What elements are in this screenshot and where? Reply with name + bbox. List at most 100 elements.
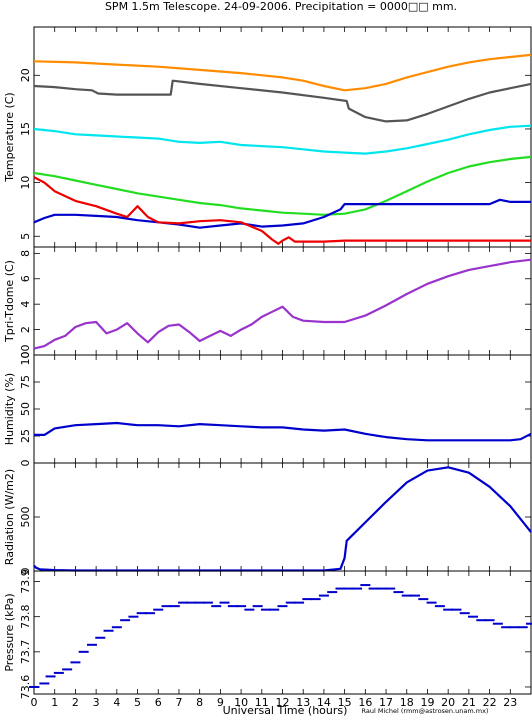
data-point — [443, 608, 454, 611]
y-tick-label: 5 — [19, 233, 32, 240]
data-point — [70, 661, 81, 664]
x-tick-label: 22 — [483, 696, 497, 709]
y-tick-label: 73.6 — [19, 675, 32, 700]
x-tick-label: 13 — [296, 696, 310, 709]
data-point — [376, 587, 387, 590]
data-point — [459, 612, 470, 615]
data-point — [169, 605, 180, 608]
data-point — [368, 587, 379, 590]
series-line-red — [33, 176, 531, 245]
series-line-blue — [33, 466, 532, 572]
x-tick-label: 19 — [420, 696, 434, 709]
x-tick-label: 18 — [400, 696, 414, 709]
y-tick-label: 20 — [19, 68, 32, 82]
x-tick-label: 9 — [217, 696, 224, 709]
x-tick-label: 20 — [441, 696, 455, 709]
x-tick-label: 16 — [358, 696, 372, 709]
y-tick-label: 50 — [19, 402, 32, 416]
y-axis-label: Radiation (W/m2) — [3, 469, 16, 565]
data-point — [327, 591, 338, 594]
y-tick-label: 25 — [19, 429, 32, 443]
data-point — [194, 601, 205, 604]
y-axis-label: Humidity (%) — [3, 373, 16, 445]
data-point — [236, 605, 247, 608]
data-point — [318, 594, 329, 597]
data-point — [260, 608, 271, 611]
data-point — [211, 605, 222, 608]
panel-frame — [33, 570, 532, 695]
data-point — [468, 615, 479, 618]
y-tick-label: 75 — [19, 375, 32, 389]
series-line-cyan — [33, 124, 532, 155]
data-point — [277, 605, 288, 608]
chart-title: SPM 1.5m Telescope. 24-09-2006. Precipit… — [105, 0, 457, 13]
panel-frame — [33, 246, 532, 356]
data-point — [410, 594, 421, 597]
x-tick-label: 14 — [317, 696, 331, 709]
series-blue — [29, 584, 532, 688]
y-tick-label: 8 — [19, 250, 32, 257]
data-point — [517, 626, 528, 629]
data-point — [294, 601, 305, 604]
data-point — [136, 612, 147, 615]
data-point — [128, 615, 139, 618]
series-line-blue — [34, 421, 532, 442]
data-point — [144, 612, 155, 615]
data-point — [285, 601, 296, 604]
y-tick-label: 0 — [19, 352, 32, 359]
data-point — [62, 668, 73, 671]
data-point — [178, 601, 189, 604]
y-tick-label: 0 — [19, 460, 32, 467]
data-point — [492, 622, 503, 625]
x-tick-label: 3 — [93, 696, 100, 709]
data-point — [526, 622, 532, 625]
y-tick-label: 2 — [19, 326, 32, 333]
data-point — [53, 671, 64, 674]
data-point — [484, 619, 495, 622]
y-tick-label: 4 — [19, 301, 32, 308]
series-line-purple — [33, 258, 532, 350]
data-point — [244, 608, 255, 611]
x-tick-label: 7 — [175, 696, 182, 709]
data-point — [95, 636, 106, 639]
data-point — [385, 587, 396, 590]
data-point — [393, 591, 404, 594]
x-tick-label: 11 — [255, 696, 269, 709]
y-tick-label: 500 — [19, 507, 32, 528]
data-point — [78, 650, 89, 653]
data-point — [302, 598, 313, 601]
data-point — [451, 608, 462, 611]
data-point — [269, 608, 280, 611]
data-point — [120, 619, 131, 622]
y-tick-label: 73.7 — [19, 640, 32, 665]
x-tick-label: 23 — [503, 696, 517, 709]
series-line-orange — [33, 53, 532, 92]
x-tick-label: 2 — [72, 696, 79, 709]
data-point — [501, 626, 512, 629]
data-point — [103, 629, 114, 632]
data-point — [426, 601, 437, 604]
y-tick-label: 100 — [19, 345, 32, 366]
x-tick-label: 5 — [134, 696, 141, 709]
data-point — [335, 587, 346, 590]
data-point — [418, 598, 429, 601]
y-tick-label: 10 — [19, 176, 32, 190]
y-axis-label: Pressure (kPa) — [3, 593, 16, 671]
data-point — [360, 584, 371, 587]
y-tick-label: 73.9 — [19, 569, 32, 594]
series-line-blue — [33, 198, 531, 229]
data-point — [29, 685, 39, 688]
x-axis-label: Universal Time (hours) — [223, 704, 348, 717]
data-point — [343, 587, 354, 590]
credit-text: Raul Michel (rmm@astrosen.unam.mx) — [362, 707, 489, 715]
panel-frame — [33, 354, 532, 464]
data-point — [476, 619, 487, 622]
data-point — [39, 682, 50, 685]
y-tick-label: 6 — [19, 275, 32, 282]
x-tick-label: 8 — [196, 696, 203, 709]
